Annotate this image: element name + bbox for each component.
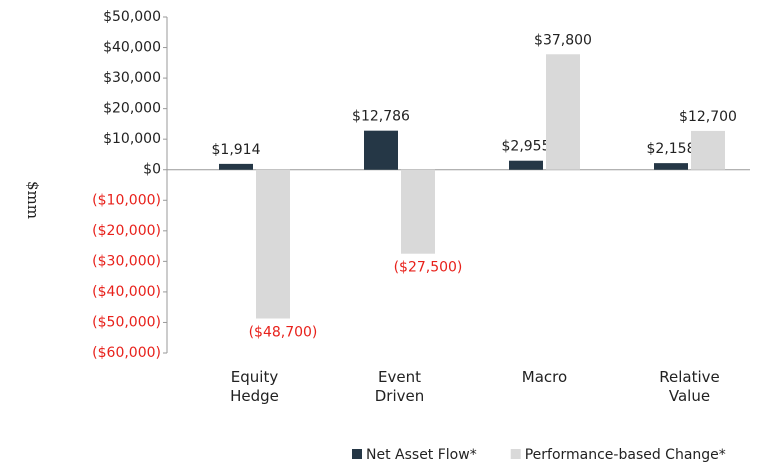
y-tick-label: ($10,000) (92, 192, 161, 208)
bar (691, 130, 725, 170)
data-label: $1,914 (212, 142, 261, 158)
y-tick-label: ($30,000) (92, 253, 161, 269)
x-tick-label: Relative Value (659, 368, 720, 405)
bar (509, 160, 543, 170)
data-label: $12,700 (679, 109, 737, 125)
y-tick-label: $50,000 (103, 9, 161, 25)
y-tick-label: ($40,000) (92, 284, 161, 300)
y-tick-label: $30,000 (103, 70, 161, 86)
bar (401, 169, 435, 254)
y-tick-label: $0 (143, 162, 161, 178)
bar (256, 169, 290, 319)
x-tick-label: Macro (521, 368, 568, 386)
y-axis-label: $mm (24, 181, 42, 219)
y-tick-label: ($60,000) (92, 345, 161, 361)
bar (654, 163, 688, 170)
data-label: $2,955 (502, 139, 551, 155)
y-tick-label: $10,000 (103, 131, 161, 147)
legend-swatch (352, 449, 362, 459)
legend-label: Net Asset Flow* (366, 447, 477, 463)
bar (219, 163, 253, 170)
y-tick-label: ($20,000) (92, 223, 161, 239)
y-tick-label: $20,000 (103, 101, 161, 117)
y-tick-label: $40,000 (103, 40, 161, 56)
legend-label: Performance-based Change* (525, 447, 726, 463)
bar (546, 54, 580, 170)
x-tick-label: Equity Hedge (230, 368, 279, 405)
legend-swatch (510, 449, 521, 459)
y-tick-label: ($50,000) (92, 314, 161, 330)
bar (364, 130, 398, 170)
data-label: ($27,500) (394, 260, 463, 276)
data-label: $37,800 (534, 32, 592, 48)
data-label: $2,158 (647, 141, 696, 157)
x-tick-label: Event Driven (374, 368, 425, 405)
data-label: $12,786 (352, 109, 410, 125)
data-label: ($48,700) (249, 324, 318, 340)
